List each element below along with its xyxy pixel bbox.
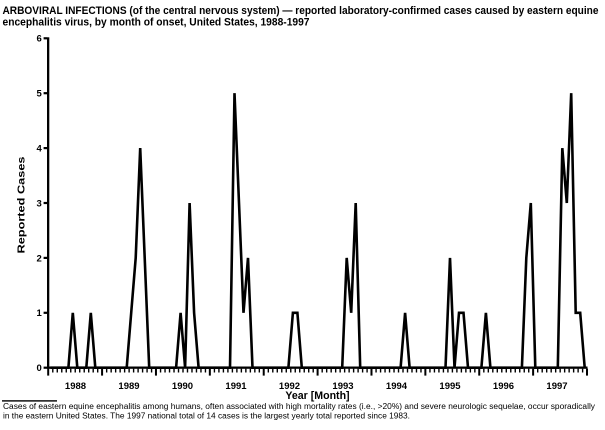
svg-text:in the eastern United States.: in the eastern United States. The 1997 n… [3, 412, 410, 421]
svg-text:Year [Month]: Year [Month] [285, 390, 349, 402]
svg-text:3: 3 [37, 198, 42, 209]
svg-text:1994: 1994 [386, 381, 408, 392]
svg-text:4: 4 [37, 144, 43, 155]
svg-text:1992: 1992 [279, 381, 300, 392]
svg-text:1991: 1991 [225, 381, 247, 392]
svg-text:2: 2 [37, 253, 42, 264]
svg-text:1995: 1995 [439, 381, 461, 392]
svg-text:encephalitis virus, by month o: encephalitis virus, by month of onset, U… [3, 16, 310, 28]
svg-text:1989: 1989 [118, 381, 139, 392]
svg-text:6: 6 [37, 34, 42, 45]
svg-text:Cases of eastern equine enceph: Cases of eastern equine encephalitis amo… [3, 402, 595, 411]
svg-text:ARBOVIRAL INFECTIONS (of the c: ARBOVIRAL INFECTIONS (of the central ner… [3, 5, 599, 17]
svg-text:0: 0 [37, 363, 42, 374]
svg-text:1990: 1990 [172, 381, 193, 392]
svg-text:1: 1 [37, 308, 43, 319]
svg-text:Reported Cases: Reported Cases [16, 156, 28, 253]
svg-text:1997: 1997 [546, 381, 567, 392]
svg-text:1993: 1993 [332, 381, 353, 392]
svg-text:5: 5 [37, 89, 43, 100]
svg-text:1996: 1996 [493, 381, 514, 392]
svg-text:1988: 1988 [65, 381, 86, 392]
